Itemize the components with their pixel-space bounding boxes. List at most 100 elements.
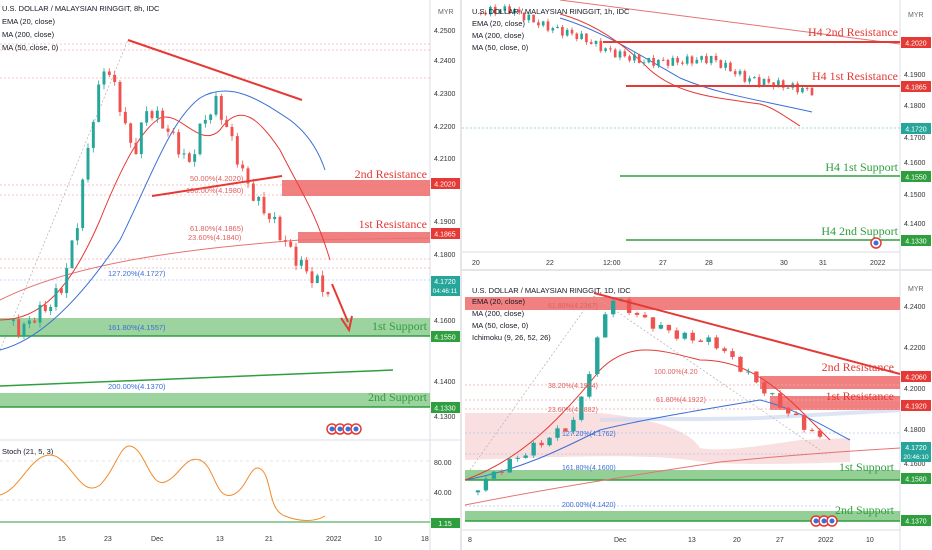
candle-body [161,110,165,129]
y-tick: 4.2300 [434,91,456,98]
candle-body [230,126,234,137]
left-level-label: 2nd Resistance [355,167,427,181]
y-tick: 4.1700 [904,135,926,142]
candle-body [43,304,47,312]
current-price-badge: 4.1720 [905,127,927,134]
left-level-label: 1st Support [372,319,428,333]
indicator-label: EMA (20, close) [472,297,525,306]
event-flags-icon[interactable] [810,515,838,527]
candle-body [479,12,483,14]
candle-body [187,153,191,162]
d1-2nd-resistance-zone [760,376,900,389]
candle-body [618,51,622,58]
candle-body [690,56,694,64]
candle-body [746,371,751,373]
axis-currency-label: MYR [908,286,924,293]
candle-body [155,110,159,119]
countdown-badge: 20:46:10 [903,454,929,461]
candle-body [283,240,287,242]
top-right-panel: H4 2nd Resistance H4 1st Resistance H4 1… [462,0,932,271]
price-badge: 4.1550 [434,335,456,342]
x-tick: 15 [58,536,66,543]
candle-body [666,324,672,331]
x-tick: 23 [104,536,112,543]
candle-body [113,74,117,82]
y-tick: 4.1600 [904,461,926,468]
d1-ma200 [464,447,901,506]
candle-body [508,6,511,14]
price-badge: 4.1580 [905,477,927,484]
candle-body [628,56,631,61]
candle-body [754,371,759,383]
candle-body [305,259,309,272]
candle-body [793,413,799,416]
candle-body [661,59,665,61]
candle-body [209,114,213,120]
candle-body [177,132,181,155]
h4-ema20 [559,13,801,127]
candle-body [241,164,245,169]
x-tick: 10 [866,537,874,544]
x-tick: 2022 [870,260,886,267]
fib-label: 38.20%(4.1994) [548,383,598,390]
event-flags-icon[interactable] [326,423,362,435]
stoch-line [0,445,326,521]
candle-body [81,179,85,229]
candle-body [705,56,708,64]
candle-body [145,111,149,123]
candle-body [475,490,481,493]
h4-ma200 [559,0,901,45]
x-tick: 12:00 [603,260,621,267]
x-tick: 21 [265,536,273,543]
candle-body [603,314,608,338]
candle-body [658,324,664,329]
price-badge: 4.2060 [905,375,927,382]
candle-body [801,415,807,430]
d1-level-label: 2nd Support [835,503,895,517]
candle-body [531,442,536,456]
candle-body [118,81,122,112]
y-tick: 4.1900 [904,72,926,79]
y-tick: 4.2500 [434,28,456,35]
candle-body [604,48,607,52]
candle-body [700,56,703,60]
candle-body [541,21,545,26]
event-flag-icon[interactable] [870,237,882,249]
candle-body [674,330,680,339]
d1-chart-title: U.S. DOLLAR / MALAYSIAN RINGGIT, 1D, IDC [472,286,631,295]
indicator-label: EMA (20, close) [2,17,55,26]
candle-body [225,119,229,127]
candle-body [523,455,528,458]
candle-body [299,259,303,266]
h4-level-label: H4 2nd Support [821,224,898,238]
candle-body [498,10,502,14]
candle-body [59,288,63,294]
candle-body [724,62,727,68]
candle-body [571,419,576,432]
x-tick: 27 [659,260,667,267]
left-support-trendline [0,369,394,387]
y-tick: 4.2000 [904,386,926,393]
candle-body [563,428,568,432]
fib-label: 200.00%(4.1420) [562,502,616,509]
indicator-label: MA (200, close) [472,309,525,318]
candle-body [690,332,695,341]
candle-body [575,33,579,40]
candle-body [657,59,660,66]
candle-body [738,71,742,75]
x-tick: 2022 [818,537,834,544]
left-2nd-support-zone [0,393,430,407]
left-panel: 50.00%(4.2020) 100.00%(4.1980) 61.80%(4.… [0,0,462,550]
candle-body [561,26,564,36]
candle-body [107,71,111,75]
price-badge: 4.1330 [905,239,927,246]
candle-body [555,428,560,438]
candle-body [652,57,655,66]
d1-ema20 [464,349,831,481]
current-price-badge: 4.1720 [905,445,927,452]
candle-body [709,55,713,64]
x-tick: 28 [705,260,713,267]
candle-body [801,87,804,93]
fib-label: 61.80%(4.2367) [548,303,598,310]
candle-body [489,6,492,15]
